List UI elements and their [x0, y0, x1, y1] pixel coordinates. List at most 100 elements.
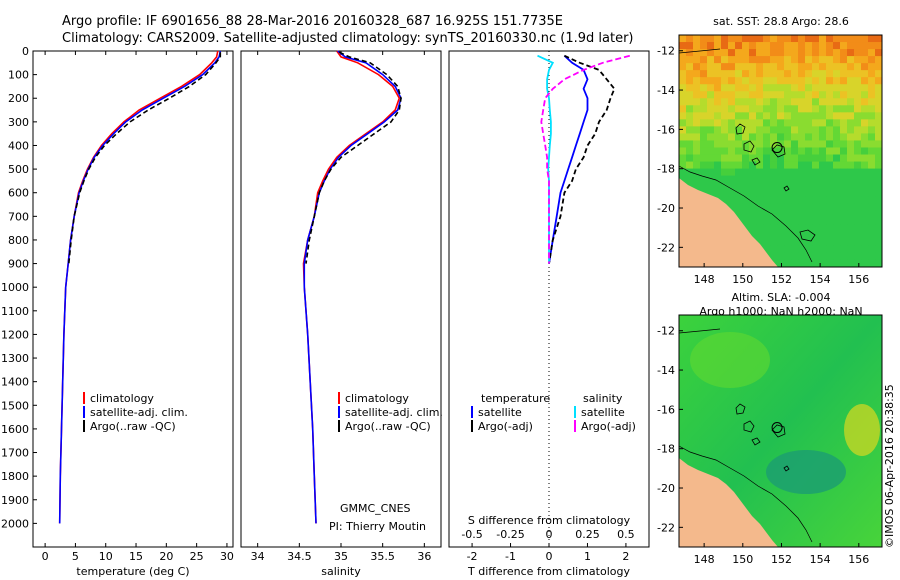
sst-cell: [721, 56, 729, 64]
sst-cell: [854, 245, 862, 254]
sst-cell: [798, 49, 806, 57]
sst-cell: [679, 140, 687, 148]
sst-cell: [875, 154, 882, 162]
sst-cell: [728, 147, 736, 155]
sst-cell: [742, 161, 750, 169]
y-tick-label: 500: [8, 163, 29, 176]
sst-cell: [784, 70, 792, 78]
sst-cell: [875, 133, 882, 141]
legend-label-argo: Argo(..raw -QC): [345, 420, 431, 433]
imos-credit: ©IMOS 06-Apr-2016 20:38:35: [883, 384, 896, 548]
sst-cell: [742, 140, 750, 148]
sst-cell: [777, 126, 785, 134]
sst-cell: [791, 175, 799, 184]
argo-position-marker: [771, 422, 783, 434]
legend-label-sal-argo: Argo(-adj): [581, 420, 636, 433]
sst-cell: [861, 35, 869, 43]
sst-cell: [784, 84, 792, 92]
sst-cell: [868, 49, 876, 57]
map-x-tick-label: 150: [732, 273, 753, 286]
y-tick-label: 1900: [1, 494, 29, 507]
sst-cell: [770, 224, 778, 233]
sst-cell: [840, 224, 848, 233]
sst-cell: [700, 182, 708, 191]
sst-cell: [798, 126, 806, 134]
sst-cell: [826, 217, 834, 226]
map-y-tick-label: -20: [657, 202, 675, 215]
sst-cell: [798, 245, 806, 254]
sst-cell: [861, 84, 869, 92]
sst-cell: [770, 119, 778, 127]
sst-cell: [798, 196, 806, 205]
sst-cell: [679, 112, 687, 120]
sst-cell: [854, 70, 862, 78]
sst-cell: [721, 175, 729, 184]
sst-cell: [791, 98, 799, 106]
sst-cell: [847, 98, 855, 106]
sst-cell: [854, 154, 862, 162]
isobath-1000m: [679, 165, 813, 263]
salinity-legend: climatology satellite-adj. clim. Argo(..…: [338, 392, 443, 433]
sst-cell: [784, 56, 792, 64]
sst-cell: [875, 70, 882, 78]
sst-cell: [875, 42, 882, 50]
sst-cell: [742, 112, 750, 120]
sst-cell: [735, 35, 743, 43]
sst-cell: [812, 224, 820, 233]
sst-cell: [840, 154, 848, 162]
sst-cell: [791, 70, 799, 78]
sst-cell: [854, 189, 862, 198]
sst-cell: [868, 35, 876, 43]
sst-cell: [784, 217, 792, 226]
sst-cell: [728, 42, 736, 50]
sst-cell: [742, 217, 750, 226]
coast-north: [679, 328, 721, 334]
sst-cell: [679, 147, 687, 155]
sst-cell: [840, 105, 848, 113]
sst-cell: [833, 56, 841, 64]
sst-cell: [728, 203, 736, 212]
sst-cell: [847, 91, 855, 99]
sst-cell: [784, 49, 792, 57]
sst-cell: [770, 217, 778, 226]
sst-cell: [686, 49, 694, 57]
sst-cell: [686, 140, 694, 148]
sst-cell: [707, 49, 715, 57]
sst-cell: [756, 77, 764, 85]
sst-map-frame: [678, 34, 883, 268]
sst-cell: [763, 161, 771, 169]
sst-cell: [714, 49, 722, 57]
sst-cell: [826, 49, 834, 57]
y-tick-label: 600: [8, 187, 29, 200]
sst-cell: [749, 84, 757, 92]
sst-cell: [742, 147, 750, 155]
sst-cell: [735, 112, 743, 120]
sst-cell: [707, 168, 715, 177]
sst-cell: [679, 35, 687, 43]
sst-cell: [868, 238, 876, 247]
map-y-tick-label: -16: [657, 123, 675, 136]
sst-cell: [819, 56, 827, 64]
sst-cell: [805, 217, 813, 226]
sst-cell: [812, 189, 820, 198]
sst-cell: [686, 98, 694, 106]
temperature-x-axis: 0 5 10 15 20 25 30: [42, 51, 234, 563]
sst-cell: [805, 196, 813, 205]
sst-cell: [784, 161, 792, 169]
sst-cell: [826, 119, 834, 127]
sst-cell: [770, 210, 778, 219]
sst-cell: [728, 154, 736, 162]
annotation-pi: PI: Thierry Moutin: [329, 520, 426, 533]
sst-cell: [735, 182, 743, 191]
sst-cell: [854, 147, 862, 155]
sst-cell: [707, 84, 715, 92]
sst-cell: [868, 70, 876, 78]
sst-cell: [763, 98, 771, 106]
y-tick-label: 100: [8, 69, 29, 82]
map-x-tick-label: 148: [694, 553, 715, 566]
sst-cell: [868, 203, 876, 212]
sst-cell: [847, 217, 855, 226]
sst-cell: [707, 42, 715, 50]
sst-cell: [854, 98, 862, 106]
sst-cell: [763, 133, 771, 141]
